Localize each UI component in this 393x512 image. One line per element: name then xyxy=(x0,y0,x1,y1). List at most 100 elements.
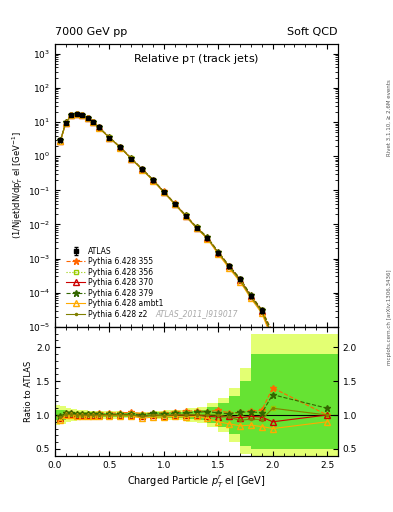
Bar xyxy=(196,407,208,423)
Line: Pythia 6.428 370: Pythia 6.428 370 xyxy=(58,112,330,342)
Pythia 6.428 379 xyxy=(227,263,231,269)
Text: Relative p$_{\rm T}$ (track jets): Relative p$_{\rm T}$ (track jets) xyxy=(133,52,260,66)
Pythia 6.428 370 xyxy=(227,263,231,269)
Bar xyxy=(99,411,109,419)
Pythia 6.428 355 xyxy=(162,188,166,195)
Bar xyxy=(240,381,251,445)
Bar xyxy=(273,334,327,456)
Pythia 6.428 355 xyxy=(248,292,253,298)
Pythia 6.428 356 xyxy=(227,263,231,269)
Pythia 6.428 ambt1 xyxy=(107,135,112,141)
Bar xyxy=(55,405,61,425)
Pythia 6.428 356 xyxy=(74,111,79,117)
Line: Pythia 6.428 379: Pythia 6.428 379 xyxy=(57,111,331,339)
Pythia 6.428 355 xyxy=(238,275,242,282)
Bar xyxy=(72,412,77,418)
Pythia 6.428 355 xyxy=(64,119,68,125)
Pythia 6.428 ambt1 xyxy=(58,138,63,144)
Pythia 6.428 ambt1 xyxy=(140,167,145,173)
Pythia 6.428 z2 xyxy=(259,309,264,315)
Pythia 6.428 379 xyxy=(162,188,166,195)
Bar xyxy=(327,354,338,449)
Bar xyxy=(66,408,72,422)
Pythia 6.428 370 xyxy=(259,308,264,314)
Bar xyxy=(175,410,185,420)
Pythia 6.428 370 xyxy=(96,124,101,131)
Pythia 6.428 356 xyxy=(183,212,188,219)
Pythia 6.428 z2 xyxy=(69,112,74,118)
Bar xyxy=(164,410,175,420)
Pythia 6.428 379 xyxy=(205,234,210,241)
Pythia 6.428 379 xyxy=(238,275,242,282)
Pythia 6.428 ambt1 xyxy=(259,310,264,316)
Pythia 6.428 355 xyxy=(194,224,199,230)
Bar xyxy=(131,413,142,417)
Pythia 6.428 z2 xyxy=(140,166,145,173)
Pythia 6.428 355 xyxy=(96,124,101,130)
Bar xyxy=(142,412,153,418)
Pythia 6.428 ambt1 xyxy=(248,295,253,302)
Bar xyxy=(131,412,142,418)
Pythia 6.428 z2 xyxy=(162,189,166,195)
Bar xyxy=(164,412,175,418)
Pythia 6.428 379 xyxy=(248,292,253,298)
Bar xyxy=(185,411,196,419)
Pythia 6.428 356 xyxy=(325,333,329,339)
Text: mcplots.cern.ch [arXiv:1306.3436]: mcplots.cern.ch [arXiv:1306.3436] xyxy=(387,270,391,365)
Pythia 6.428 370 xyxy=(325,334,329,340)
Pythia 6.428 355 xyxy=(69,112,74,118)
Bar xyxy=(88,413,93,417)
Pythia 6.428 355 xyxy=(58,137,63,143)
Pythia 6.428 z2 xyxy=(216,249,220,255)
Pythia 6.428 ambt1 xyxy=(96,124,101,131)
Pythia 6.428 356 xyxy=(238,276,242,282)
Bar xyxy=(185,408,196,422)
Pythia 6.428 z2 xyxy=(183,212,188,219)
Pythia 6.428 356 xyxy=(259,307,264,313)
Pythia 6.428 z2 xyxy=(248,294,253,300)
Pythia 6.428 356 xyxy=(151,177,155,183)
Pythia 6.428 355 xyxy=(259,307,264,313)
Pythia 6.428 379 xyxy=(194,224,199,230)
Pythia 6.428 370 xyxy=(69,112,74,118)
Bar xyxy=(251,334,262,456)
Pythia 6.428 356 xyxy=(194,224,199,230)
Pythia 6.428 356 xyxy=(173,201,177,207)
Pythia 6.428 ambt1 xyxy=(91,119,95,125)
Pythia 6.428 ambt1 xyxy=(205,236,210,242)
Pythia 6.428 ambt1 xyxy=(151,178,155,184)
Pythia 6.428 370 xyxy=(74,111,79,117)
Pythia 6.428 355 xyxy=(205,234,210,241)
Pythia 6.428 ambt1 xyxy=(80,112,84,118)
Y-axis label: (1/Njet)dN/dp$^{r}_{T}$ el [GeV$^{-1}$]: (1/Njet)dN/dp$^{r}_{T}$ el [GeV$^{-1}$] xyxy=(10,132,25,239)
Pythia 6.428 370 xyxy=(129,156,134,162)
Bar xyxy=(77,412,82,418)
Pythia 6.428 z2 xyxy=(74,111,79,117)
Pythia 6.428 z2 xyxy=(238,278,242,284)
Pythia 6.428 370 xyxy=(183,212,188,219)
Pythia 6.428 z2 xyxy=(325,333,329,339)
Bar xyxy=(77,410,82,420)
Pythia 6.428 z2 xyxy=(107,135,112,141)
Pythia 6.428 355 xyxy=(140,166,145,172)
Pythia 6.428 355 xyxy=(173,200,177,206)
Pythia 6.428 356 xyxy=(85,115,90,121)
Pythia 6.428 379 xyxy=(58,137,63,143)
Pythia 6.428 379 xyxy=(80,112,84,118)
Bar xyxy=(218,403,229,427)
Pythia 6.428 z2 xyxy=(80,112,84,118)
Bar xyxy=(82,412,88,418)
Bar xyxy=(142,413,153,417)
Pythia 6.428 355 xyxy=(325,331,329,337)
Pythia 6.428 356 xyxy=(140,166,145,172)
Pythia 6.428 355 xyxy=(183,212,188,218)
Pythia 6.428 355 xyxy=(151,177,155,183)
Pythia 6.428 355 xyxy=(85,115,90,121)
Line: Pythia 6.428 355: Pythia 6.428 355 xyxy=(57,111,331,338)
Bar xyxy=(208,403,218,427)
Pythia 6.428 379 xyxy=(259,307,264,313)
Bar xyxy=(218,398,229,432)
Pythia 6.428 379 xyxy=(91,119,95,125)
Pythia 6.428 z2 xyxy=(58,137,63,143)
Pythia 6.428 370 xyxy=(85,115,90,121)
